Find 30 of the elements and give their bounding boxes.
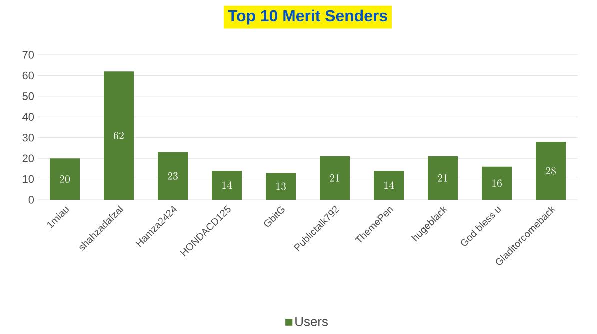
data-label: 13 xyxy=(276,182,286,190)
data-label: 62 xyxy=(114,132,124,140)
bar xyxy=(536,142,566,200)
y-tick-label: 40 xyxy=(22,113,34,122)
data-label: 16 xyxy=(492,180,502,188)
bar xyxy=(50,158,80,200)
data-label: 28 xyxy=(546,167,556,175)
data-label: 21 xyxy=(330,174,340,182)
legend-label: Users xyxy=(296,317,328,326)
bar xyxy=(212,171,242,200)
bar xyxy=(158,152,188,200)
data-label: 21 xyxy=(438,174,448,182)
data-label: 14 xyxy=(384,182,394,190)
y-tick-label: 10 xyxy=(23,175,34,184)
data-label: 14 xyxy=(222,182,232,190)
bar xyxy=(266,173,296,200)
data-label: 20 xyxy=(60,176,70,184)
y-tick-label: 0 xyxy=(28,196,34,204)
y-tick-label: 70 xyxy=(22,51,34,59)
bar xyxy=(374,171,404,200)
bar xyxy=(104,72,134,200)
bar xyxy=(428,156,458,200)
bar xyxy=(482,166,512,200)
y-tick-label: 30 xyxy=(22,134,34,142)
chart-title: Top 10 Merit Senders xyxy=(228,10,388,25)
bar xyxy=(320,156,350,200)
data-label: 23 xyxy=(168,172,178,180)
y-tick-label: 50 xyxy=(22,92,34,100)
y-tick-label: 60 xyxy=(22,72,34,80)
y-tick-label: 20 xyxy=(22,154,34,162)
